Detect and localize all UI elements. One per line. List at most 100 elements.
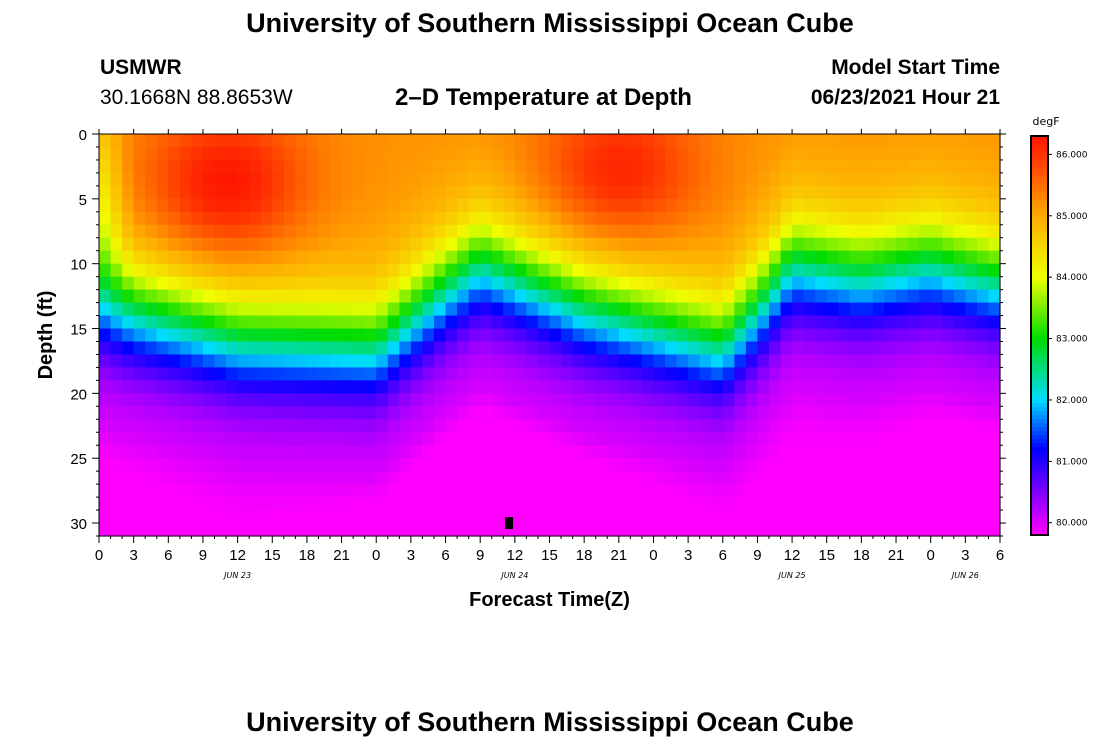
heatmap-cell bbox=[145, 263, 158, 278]
heatmap-cell bbox=[838, 302, 851, 317]
heatmap-cell bbox=[480, 341, 493, 356]
heatmap-cell bbox=[433, 471, 447, 485]
heatmap-cell bbox=[445, 497, 458, 511]
heatmap-cell bbox=[792, 159, 805, 174]
heatmap-cell bbox=[468, 406, 481, 420]
heatmap-cell bbox=[745, 354, 759, 369]
heatmap-cell bbox=[618, 432, 631, 446]
heatmap-cell bbox=[976, 185, 990, 200]
heatmap-cell bbox=[953, 419, 966, 433]
heatmap-cell bbox=[734, 354, 747, 369]
heatmap-cell bbox=[202, 172, 216, 187]
heatmap-cell bbox=[341, 497, 354, 511]
colorbar-swatch bbox=[1031, 459, 1048, 464]
heatmap-cell bbox=[260, 458, 273, 472]
heatmap-cell bbox=[965, 471, 978, 485]
heatmap-cell bbox=[410, 341, 424, 356]
heatmap-cell bbox=[988, 458, 1001, 472]
heatmap-cell bbox=[665, 146, 678, 161]
heatmap-cell bbox=[711, 471, 724, 485]
heatmap-cell bbox=[226, 523, 239, 537]
heatmap-cell bbox=[457, 146, 470, 161]
heatmap-cell bbox=[537, 302, 551, 317]
heatmap-cell bbox=[976, 328, 990, 343]
heatmap-cell bbox=[110, 263, 123, 278]
heatmap-cell bbox=[237, 484, 250, 498]
heatmap-cell bbox=[226, 484, 239, 498]
heatmap-cell bbox=[145, 146, 158, 161]
heatmap-cell bbox=[537, 419, 551, 433]
heatmap-cell bbox=[399, 393, 412, 407]
heatmap-cell bbox=[976, 445, 990, 459]
heatmap-cell bbox=[480, 289, 493, 304]
heatmap-cell bbox=[595, 367, 608, 381]
heatmap-cell bbox=[318, 419, 331, 433]
heatmap-cell bbox=[364, 198, 377, 213]
heatmap-cell bbox=[330, 263, 343, 278]
heatmap-cell bbox=[433, 484, 447, 498]
heatmap-cell bbox=[341, 367, 354, 381]
heatmap-cell bbox=[745, 458, 759, 472]
colorbar-swatch bbox=[1031, 515, 1048, 520]
heatmap-cell bbox=[641, 354, 655, 369]
heatmap-cell bbox=[156, 185, 169, 200]
colorbar-label: 86.000 bbox=[1056, 150, 1088, 160]
heatmap-cell bbox=[561, 406, 574, 420]
heatmap-cell bbox=[503, 419, 516, 433]
heatmap-cell bbox=[953, 276, 966, 291]
heatmap-cell bbox=[260, 198, 273, 213]
heatmap-cell bbox=[514, 367, 527, 381]
heatmap-cell bbox=[641, 510, 655, 524]
heatmap-cell bbox=[318, 432, 331, 446]
heatmap-cell bbox=[503, 289, 516, 304]
heatmap-cell bbox=[295, 380, 308, 394]
heatmap-cell bbox=[110, 393, 123, 407]
heatmap-cell bbox=[630, 432, 643, 446]
heatmap-cell bbox=[722, 315, 735, 330]
heatmap-cell bbox=[768, 263, 782, 278]
heatmap-cell bbox=[283, 185, 296, 200]
heatmap-cell bbox=[665, 445, 678, 459]
heatmap-cell bbox=[688, 302, 701, 317]
heatmap-cell bbox=[491, 419, 504, 433]
heatmap-cell bbox=[792, 237, 805, 252]
heatmap-cell bbox=[272, 315, 285, 330]
heatmap-cell bbox=[965, 172, 978, 187]
heatmap-cell bbox=[179, 237, 193, 252]
heatmap-cell bbox=[953, 484, 966, 498]
heatmap-cell bbox=[745, 263, 759, 278]
heatmap-cell bbox=[191, 172, 204, 187]
heatmap-cell bbox=[468, 224, 481, 239]
heatmap-cell bbox=[387, 159, 400, 174]
heatmap-cell bbox=[202, 263, 216, 278]
heatmap-cell bbox=[480, 510, 493, 524]
heatmap-cell bbox=[861, 445, 874, 459]
heatmap-cell bbox=[341, 159, 354, 174]
heatmap-cell bbox=[214, 146, 227, 161]
heatmap-cell bbox=[341, 471, 354, 485]
heatmap-cell bbox=[976, 406, 990, 420]
heatmap-cell bbox=[653, 406, 666, 420]
heatmap-cell bbox=[930, 328, 943, 343]
heatmap-cell bbox=[815, 185, 828, 200]
heatmap-cell bbox=[145, 484, 158, 498]
heatmap-cell bbox=[202, 484, 216, 498]
heatmap-cell bbox=[861, 237, 874, 252]
heatmap-cell bbox=[353, 432, 366, 446]
heatmap-cell bbox=[202, 367, 216, 381]
heatmap-cell bbox=[179, 445, 193, 459]
heatmap-cell bbox=[410, 315, 424, 330]
heatmap-cell bbox=[734, 510, 747, 524]
heatmap-cell bbox=[711, 354, 724, 369]
heatmap-cell bbox=[907, 237, 920, 252]
colorbar-label: 81.000 bbox=[1056, 457, 1088, 467]
heatmap-cell bbox=[745, 198, 759, 213]
heatmap-cell bbox=[168, 134, 181, 148]
heatmap-cell bbox=[445, 185, 458, 200]
heatmap-cell bbox=[849, 276, 862, 291]
heatmap-cell bbox=[849, 211, 862, 226]
colorbar-swatch bbox=[1031, 395, 1048, 400]
heatmap-cell bbox=[942, 393, 955, 407]
heatmap-cell bbox=[676, 237, 689, 252]
heatmap-cell bbox=[191, 315, 204, 330]
